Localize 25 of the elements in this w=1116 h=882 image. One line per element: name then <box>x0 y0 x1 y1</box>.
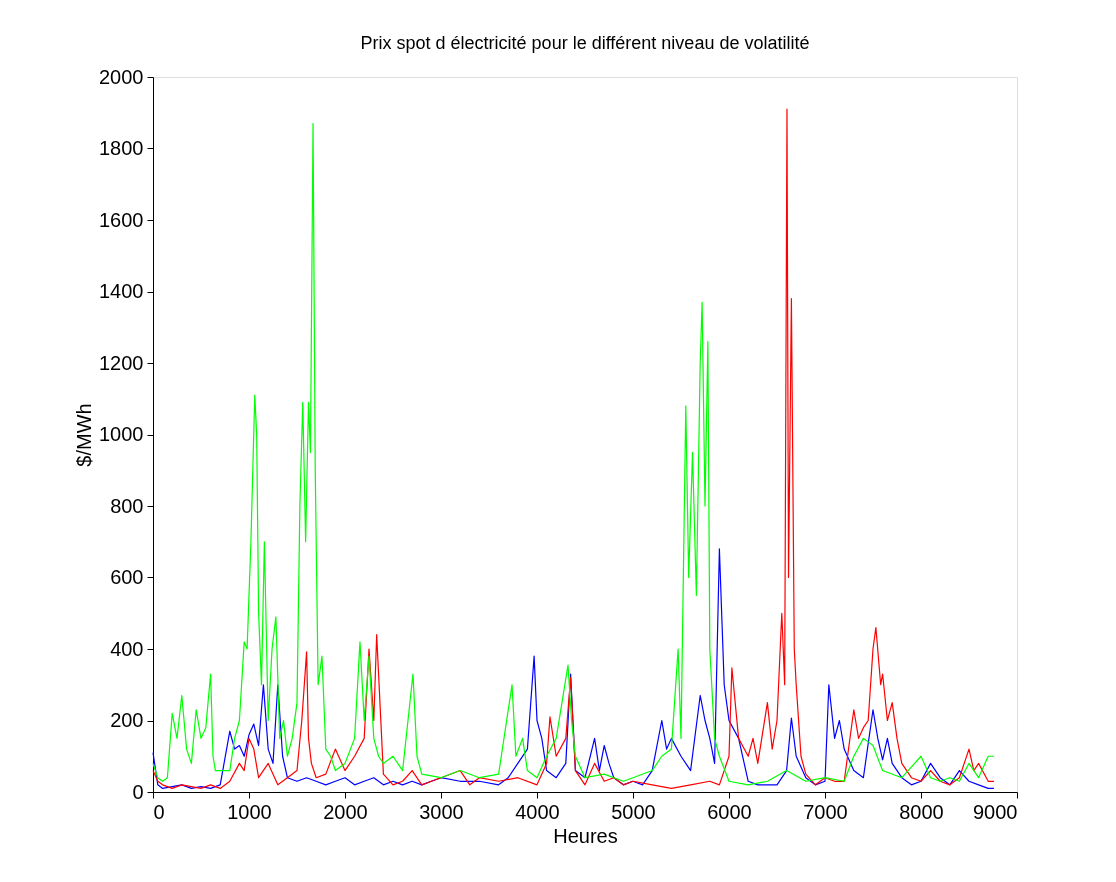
y-tick-label: 400 <box>110 637 144 660</box>
x-tick-label: 0 <box>153 800 165 823</box>
y-tick-label: 200 <box>110 709 144 731</box>
y-tick-label: 1000 <box>99 423 144 445</box>
y-tick-label: 1800 <box>99 137 144 159</box>
x-tick-label: 2000 <box>323 800 368 823</box>
y-tick-label: 1600 <box>99 208 144 231</box>
x-tick-label: 8000 <box>899 800 944 823</box>
line-series <box>152 548 995 790</box>
x-tick-label: 6000 <box>707 800 752 823</box>
x-tick-label: 7000 <box>803 800 848 823</box>
y-tick-label: 1200 <box>99 351 144 374</box>
y-tick-label: 600 <box>110 566 144 588</box>
y-tick-label: 0 <box>132 780 144 803</box>
chart-title: Prix spot d électricité pour le différent niveau de volatilité <box>360 33 810 53</box>
y-axis-title: $/MWh <box>73 403 96 467</box>
y-tick-label: 2000 <box>99 65 144 88</box>
x-tick-label: 9000 <box>973 800 1018 823</box>
y-tick-label: 800 <box>110 494 144 517</box>
y-tick-label: 1400 <box>99 280 144 302</box>
x-axis-title: Heures <box>553 824 618 847</box>
x-tick-label: 3000 <box>419 800 464 823</box>
x-tick-label: 5000 <box>611 800 656 823</box>
x-tick-label: 4000 <box>515 800 560 823</box>
x-tick-label: 1000 <box>227 800 272 823</box>
